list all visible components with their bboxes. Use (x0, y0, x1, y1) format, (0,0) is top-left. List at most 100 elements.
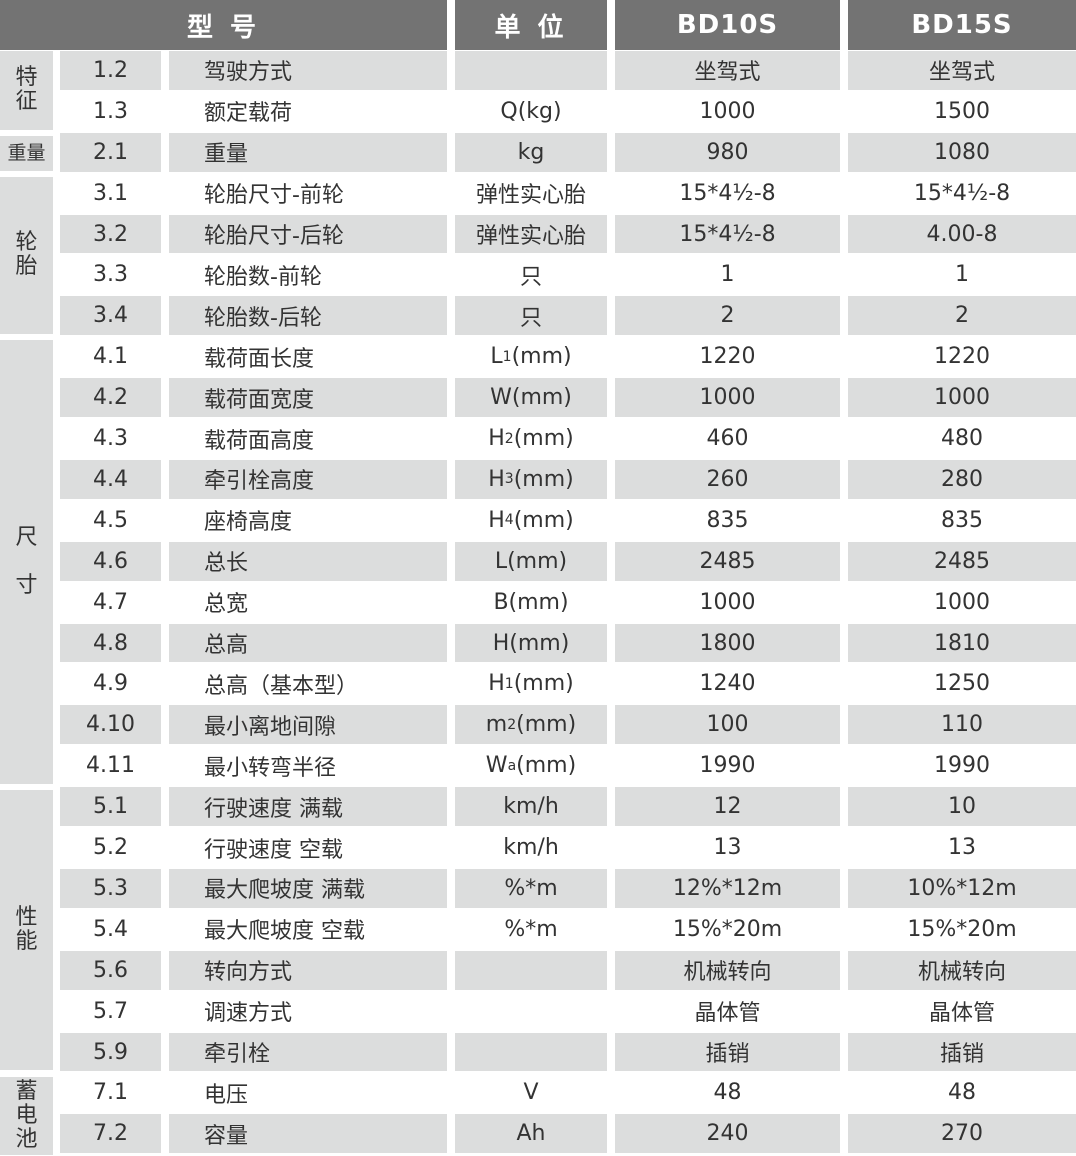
row-bd10s: 100 (615, 705, 840, 745)
header-bd10s: BD10S (615, 0, 840, 50)
row-bd10s: 240 (615, 1114, 840, 1154)
row-bd15s: 晶体管 (928, 1001, 995, 1027)
unit-pre: H (488, 507, 505, 533)
row-name: 轮胎尺寸-前轮 (204, 183, 344, 209)
row-name: 轮胎尺寸-后轮 (169, 214, 447, 254)
row-name: 行驶速度 空载 (204, 837, 343, 863)
category-label: 性 能 (0, 790, 53, 1071)
row-name: 总长 (169, 541, 447, 581)
unit-sub: 3 (504, 471, 514, 488)
row-bd15s: 15%*20m (907, 916, 1017, 942)
row-bd10s: 260 (615, 460, 840, 499)
row-bd10s: 12%*12m (615, 869, 840, 908)
row-number: 4.1 (93, 344, 128, 370)
row-unit: 弹性实心胎 (455, 214, 607, 254)
unit-pre: B(mm) (493, 589, 569, 615)
row-unit (455, 1032, 607, 1072)
row-name: 最大爬坡度 空载 (204, 919, 365, 945)
row-name: 重量 (169, 132, 447, 172)
row-name: 最大爬坡度 满载 (169, 869, 447, 908)
unit-pre: 只 (519, 305, 542, 331)
row-name: 总高 (169, 623, 447, 663)
row-bd10s: 插销 (615, 1032, 840, 1072)
row-number: 4.5 (93, 507, 128, 533)
row-number: 4.6 (60, 541, 161, 581)
row-number: 5.9 (60, 1032, 161, 1072)
unit-pre: 弹性实心胎 (475, 183, 586, 209)
unit-sub: a (507, 757, 517, 774)
unit-pre: V (523, 1080, 539, 1106)
row-bd10s: 835 (706, 507, 749, 533)
row-unit: H 2 (mm) (455, 419, 607, 458)
row-number: 5.1 (60, 787, 161, 827)
row-number: 3.3 (93, 262, 128, 288)
category-label: 特 征 (0, 51, 53, 130)
row-number: 4.11 (86, 753, 135, 779)
unit-sub: 4 (504, 512, 514, 529)
category-label: 重量 (0, 135, 53, 171)
row-bd10s: 1000 (699, 98, 756, 124)
row-number: 3.4 (60, 296, 161, 336)
row-unit: L 1 (mm) (455, 337, 607, 376)
row-bd15s: 48 (948, 1080, 976, 1106)
row-bd15s: 835 (941, 507, 983, 533)
row-bd15s: 2485 (848, 541, 1076, 581)
row-unit: H 4 (mm) (455, 501, 607, 540)
row-number: 5.7 (93, 998, 128, 1024)
row-bd15s: 1000 (934, 589, 990, 615)
row-name: 额定载荷 (204, 101, 293, 127)
unit-pre: m (485, 712, 508, 738)
row-bd15s: 1000 (848, 378, 1076, 418)
row-bd15s: 1 (955, 262, 969, 288)
row-bd10s: 15*4½-8 (679, 180, 776, 206)
row-bd15s: 1220 (934, 344, 990, 370)
row-bd10s: 晶体管 (694, 1001, 761, 1027)
row-name: 转向方式 (169, 950, 447, 990)
row-number: 3.2 (60, 214, 161, 254)
row-unit: Q(kg) (455, 92, 607, 131)
unit-pre: kg (517, 139, 545, 165)
row-unit: W(mm) (455, 378, 607, 418)
unit-pre: L (490, 344, 503, 370)
row-bd10s: 1000 (615, 378, 840, 418)
row-unit: V (455, 1074, 607, 1113)
unit-pre: Ah (516, 1121, 546, 1147)
row-unit: 弹性实心胎 (455, 174, 607, 213)
row-unit: 只 (455, 256, 607, 295)
unit-sub: 2 (504, 430, 514, 447)
header-bd15s: BD15S (848, 0, 1076, 50)
row-bd10s: 48 (713, 1080, 742, 1106)
row-unit (455, 992, 607, 1031)
row-bd10s: 机械转向 (615, 950, 840, 990)
row-bd15s: 13 (948, 835, 976, 861)
row-bd15s: 4.00-8 (848, 214, 1076, 254)
row-name: 最小转弯半径 (204, 755, 337, 781)
row-bd15s: 1810 (848, 623, 1076, 663)
row-number: 7.1 (93, 1080, 128, 1106)
unit-pre: km/h (503, 794, 559, 820)
row-bd10s: 1800 (615, 623, 840, 663)
row-bd10s: 15%*20m (672, 916, 783, 942)
unit-pre: 弹性实心胎 (475, 224, 586, 250)
row-unit: %*m (455, 910, 607, 949)
row-name: 容量 (169, 1114, 447, 1154)
unit-pre: Q(kg) (500, 98, 562, 124)
row-number: 4.10 (60, 705, 161, 745)
category-label: 尺 寸 (0, 340, 53, 785)
row-bd10s: 坐驾式 (615, 51, 840, 90)
category-label: 蓄 电 池 (0, 1076, 53, 1156)
row-bd10s: 13 (713, 835, 742, 861)
row-name: 总高（基本型） (204, 673, 359, 699)
row-bd10s: 15*4½-8 (615, 214, 840, 254)
row-unit: Ah (455, 1114, 607, 1154)
row-unit: H 3 (mm) (455, 460, 607, 499)
row-name: 电压 (204, 1082, 249, 1108)
row-name: 座椅高度 (204, 510, 293, 536)
row-number: 5.6 (60, 950, 161, 990)
row-number: 2.1 (60, 132, 161, 172)
row-bd15s: 10%*12m (848, 869, 1076, 908)
row-bd15s: 机械转向 (848, 950, 1076, 990)
row-name: 轮胎数-前轮 (204, 264, 322, 290)
